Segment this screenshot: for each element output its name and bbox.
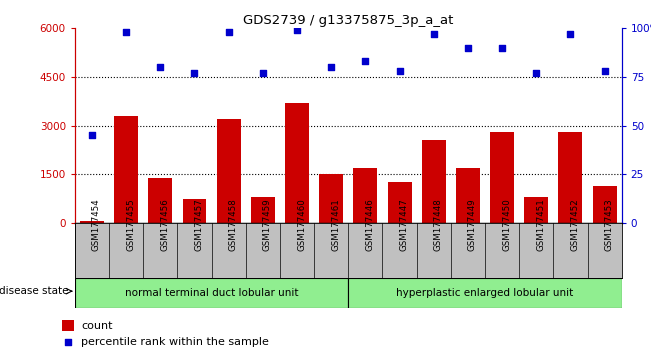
Bar bbox=[319, 175, 343, 223]
Point bbox=[463, 45, 473, 51]
Text: GSM177461: GSM177461 bbox=[331, 198, 340, 251]
Bar bbox=[559, 132, 583, 223]
Bar bbox=[75, 278, 348, 308]
Point bbox=[326, 64, 337, 70]
Bar bbox=[422, 140, 446, 223]
Bar bbox=[387, 182, 411, 223]
Text: GSM177457: GSM177457 bbox=[195, 198, 204, 251]
Point bbox=[121, 29, 132, 35]
Bar bbox=[80, 221, 104, 223]
Text: percentile rank within the sample: percentile rank within the sample bbox=[81, 337, 270, 347]
Text: GSM177459: GSM177459 bbox=[263, 198, 272, 251]
Point bbox=[258, 70, 268, 76]
Point bbox=[531, 70, 542, 76]
Text: GSM177450: GSM177450 bbox=[502, 198, 511, 251]
Text: GSM177452: GSM177452 bbox=[570, 198, 579, 251]
Bar bbox=[114, 116, 138, 223]
Bar bbox=[62, 320, 74, 331]
Text: normal terminal duct lobular unit: normal terminal duct lobular unit bbox=[125, 288, 298, 298]
Text: GSM177451: GSM177451 bbox=[536, 198, 546, 251]
Point bbox=[189, 70, 200, 76]
Bar bbox=[490, 132, 514, 223]
Text: GSM177453: GSM177453 bbox=[605, 198, 614, 251]
Bar bbox=[456, 168, 480, 223]
Point bbox=[428, 31, 439, 37]
Point bbox=[360, 58, 370, 64]
Point bbox=[155, 64, 165, 70]
Text: hyperplastic enlarged lobular unit: hyperplastic enlarged lobular unit bbox=[396, 288, 574, 298]
Bar bbox=[353, 168, 378, 223]
Text: GSM177458: GSM177458 bbox=[229, 198, 238, 251]
Bar bbox=[251, 197, 275, 223]
Point bbox=[565, 31, 575, 37]
Bar bbox=[148, 178, 173, 223]
Text: GSM177456: GSM177456 bbox=[160, 198, 169, 251]
Bar bbox=[524, 197, 548, 223]
Title: GDS2739 / g13375875_3p_a_at: GDS2739 / g13375875_3p_a_at bbox=[243, 14, 454, 27]
Text: GSM177448: GSM177448 bbox=[434, 198, 443, 251]
Text: count: count bbox=[81, 321, 113, 331]
Point bbox=[305, 250, 316, 255]
Text: GSM177447: GSM177447 bbox=[400, 198, 409, 251]
Text: GSM177454: GSM177454 bbox=[92, 198, 101, 251]
Text: GSM177460: GSM177460 bbox=[297, 198, 306, 251]
Point bbox=[87, 132, 97, 138]
Point bbox=[292, 28, 302, 33]
Point bbox=[395, 68, 405, 74]
Bar bbox=[348, 278, 622, 308]
Bar bbox=[285, 103, 309, 223]
Text: GSM177446: GSM177446 bbox=[365, 198, 374, 251]
Point bbox=[223, 29, 234, 35]
Point bbox=[600, 68, 610, 74]
Bar bbox=[217, 119, 241, 223]
Point bbox=[497, 45, 507, 51]
Text: disease state: disease state bbox=[0, 286, 68, 296]
Bar bbox=[592, 186, 616, 223]
Text: GSM177449: GSM177449 bbox=[468, 198, 477, 251]
Bar bbox=[182, 199, 206, 223]
Text: GSM177455: GSM177455 bbox=[126, 198, 135, 251]
